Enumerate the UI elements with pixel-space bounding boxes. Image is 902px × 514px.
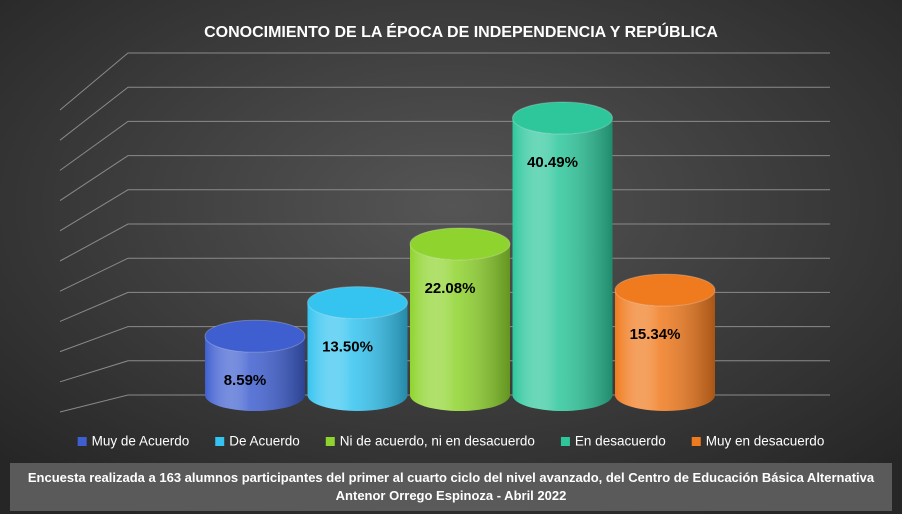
cylinder-shade (410, 243, 510, 411)
legend-swatch (77, 437, 87, 446)
legend-swatch (325, 437, 335, 446)
grid-line (59, 52, 830, 111)
legend-swatch (215, 437, 225, 446)
cylinder-top (614, 273, 716, 307)
footer-band (10, 463, 892, 511)
cylinder-shade (307, 302, 408, 411)
cylinder-shade (205, 336, 305, 411)
value-label: 13.50% (322, 339, 373, 356)
cylinder-top (307, 286, 408, 320)
value-label: 40.49% (527, 154, 578, 171)
value-label: 8.59% (224, 372, 267, 389)
value-label: 22.08% (425, 280, 476, 297)
legend-label: Muy de Acuerdo (92, 434, 190, 449)
grid-line (59, 86, 830, 141)
chart-title: CONOCIMIENTO DE LA ÉPOCA DE INDEPENDENCI… (204, 22, 718, 41)
footer: Encuesta realizada a 163 alumnos partici… (27, 470, 875, 503)
legend-label: Muy en desacuerdo (706, 434, 825, 449)
cylinder-shade (512, 118, 613, 411)
legend-swatch (691, 437, 701, 446)
cylinder-top (409, 227, 511, 261)
legend-label: Ni de acuerdo, ni en desacuerdo (340, 434, 535, 449)
value-label: 15.34% (630, 326, 681, 343)
cylinder-top (204, 319, 306, 353)
legend-label: De Acuerdo (229, 434, 300, 449)
cylinder-shade (615, 290, 715, 411)
cylinder-top (512, 101, 613, 135)
legend-swatch (560, 437, 570, 446)
legend-label: En desacuerdo (575, 434, 666, 449)
